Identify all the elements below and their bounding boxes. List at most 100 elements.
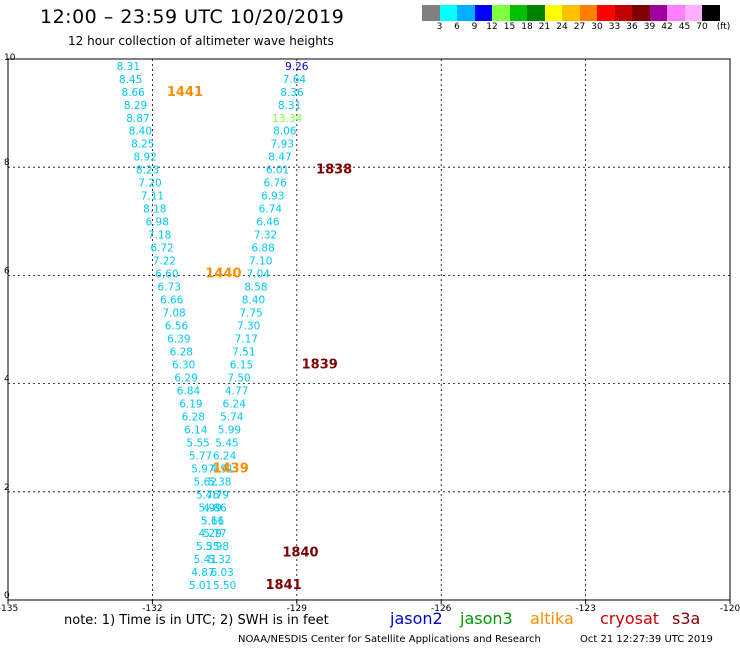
legend-scale-label: 9 <box>471 22 478 32</box>
satellite-name-jason3: jason3 <box>460 609 513 628</box>
swh-value-label: 5.45 <box>215 437 238 449</box>
swh-value-label: 9.26 <box>285 61 309 73</box>
swh-value-label: 8.47 <box>268 152 291 164</box>
swh-value-label: 5.01 <box>189 580 212 592</box>
swh-value-label: 7.50 <box>227 372 250 384</box>
swh-value-label: 5.32 <box>208 554 231 566</box>
legend-scale-label: 21 <box>538 22 551 32</box>
swh-value-label: 7.75 <box>239 308 262 320</box>
plot-border <box>7 58 731 601</box>
color-scale-labels: 3 6 9 12 15 18 21 24 27 30 33 36 39 42 45 70 (ft) <box>422 22 740 34</box>
legend-scale-label: 42 <box>661 22 673 32</box>
legend-color-swatch <box>579 5 597 21</box>
swh-value-label: 5.35 <box>196 541 219 553</box>
swh-value-label: 6.29 <box>174 372 197 384</box>
swh-value-label: 6.93 <box>261 191 284 203</box>
swh-value-label: 8.66 <box>121 87 145 99</box>
swh-value-label: 7.64 <box>283 74 307 86</box>
swh-value-label: 6.66 <box>160 295 184 307</box>
legend-scale-label: 15 <box>503 22 516 32</box>
footer-note: note: 1) Time is in UTC; 2) SWH is in fe… <box>64 613 329 628</box>
swh-value-label: 7.17 <box>235 333 258 345</box>
swh-value-label: 6.24 <box>223 398 247 410</box>
swh-value-label: 6.74 <box>259 204 283 216</box>
x-tick-label: -129 <box>287 604 308 614</box>
swh-value-label: 6.88 <box>251 243 274 255</box>
y-tick-label: 0 <box>4 591 10 601</box>
legend-color-swatch <box>474 5 492 21</box>
legend-color-swatch <box>492 5 510 21</box>
grid-lines <box>8 59 730 600</box>
swh-value-label: 6.24 <box>213 450 237 462</box>
legend-scale-label: 3 <box>436 22 443 32</box>
legend-scale-label: 12 <box>486 22 498 32</box>
swh-value-label: 5.77 <box>203 528 226 540</box>
swh-value-label: 8.25 <box>131 139 154 151</box>
swh-value-label: 5.62 <box>194 476 217 488</box>
swh-value-label: 8.40 <box>242 295 265 307</box>
swh-value-label: 8.29 <box>124 100 147 112</box>
swh-value-label: 8.06 <box>273 126 297 138</box>
swh-value-label: 8.36 <box>280 87 304 99</box>
legend-scale-label: 33 <box>608 22 621 32</box>
swh-value-label: 6.56 <box>165 321 189 333</box>
legend-color-swatch <box>614 5 632 21</box>
swh-value-label: 6.14 <box>184 424 208 436</box>
legend-scale-label: 45 <box>678 22 691 32</box>
swh-value-label: 5.55 <box>186 437 209 449</box>
swh-value-label: 6.28 <box>182 411 205 423</box>
legend-color-swatch <box>597 5 615 21</box>
swh-value-label: 5.97 <box>191 463 214 475</box>
legend-scale-label: 70 <box>696 22 708 32</box>
time-marker-label: 1440 <box>205 267 241 282</box>
chart-title: 12:00 – 23:59 UTC 10/20/2019 <box>40 6 345 28</box>
swh-value-label: 8.58 <box>244 282 267 294</box>
legend-color-swatch <box>527 5 545 21</box>
y-tick-label: 10 <box>4 53 16 63</box>
legend-scale-label: 6 <box>454 22 460 32</box>
chart-subtitle: 12 hour collection of altimeter wave hei… <box>68 34 334 48</box>
legend-scale-label: 24 <box>556 22 568 32</box>
swh-value-label: 6.39 <box>167 333 190 345</box>
swh-value-label: 7.04 <box>247 269 271 281</box>
swh-value-label: 8.31 <box>117 61 140 73</box>
time-marker-label: 1840 <box>282 546 318 561</box>
swh-value-label: 7.10 <box>249 256 272 268</box>
swh-value-label: 5.77 <box>189 450 212 462</box>
swh-value-label: 6.01 <box>266 165 289 177</box>
swh-value-label: 5.50 <box>213 580 236 592</box>
swh-value-label: 6.46 <box>256 217 280 229</box>
legend-scale-label: 30 <box>591 22 603 32</box>
legend-color-swatch <box>667 5 685 21</box>
legend-color-swatch <box>439 5 457 21</box>
swh-value-label: 6.28 <box>170 346 193 358</box>
swh-value-label: 7.51 <box>232 346 255 358</box>
x-tick-label: -132 <box>142 604 162 614</box>
swh-value-label: 6.84 <box>177 385 201 397</box>
swh-value-label: 7.18 <box>148 230 171 242</box>
time-marker-label: 1439 <box>213 461 249 476</box>
x-tick-label: -135 <box>0 604 18 614</box>
time-marker-label: 1839 <box>302 357 338 372</box>
y-tick-label: 2 <box>4 483 10 493</box>
legend-color-swatch <box>562 5 580 21</box>
credit-line: NOAA/NESDIS Center for Satellite Applica… <box>238 634 541 645</box>
swh-value-label: 6.15 <box>230 359 253 371</box>
swh-value-label: 5.41 <box>194 554 217 566</box>
legend-color-swatch <box>702 5 720 21</box>
swh-value-label: 6.72 <box>150 243 173 255</box>
satellite-name-s3a: s3a <box>672 609 701 628</box>
data-labels: 8.318.458.668.298.878.408.258.928.237.20… <box>117 61 309 592</box>
swh-value-label: 6.30 <box>172 359 195 371</box>
y-tick-label: 6 <box>4 266 10 276</box>
swh-value-label: 6.98 <box>146 217 169 229</box>
swh-value-label: 5.98 <box>206 541 229 553</box>
generated-timestamp: Oct 21 12:27:39 UTC 2019 <box>580 634 713 645</box>
swh-value-label: 4.77 <box>225 385 248 397</box>
color-scale-legend <box>422 5 720 21</box>
legend-scale-label: 18 <box>521 22 533 32</box>
x-tick-label: -123 <box>575 604 595 614</box>
swh-value-label: 4.86 <box>203 502 227 514</box>
swh-value-label: 5.38 <box>208 476 231 488</box>
swh-value-label: 7.22 <box>153 256 176 268</box>
